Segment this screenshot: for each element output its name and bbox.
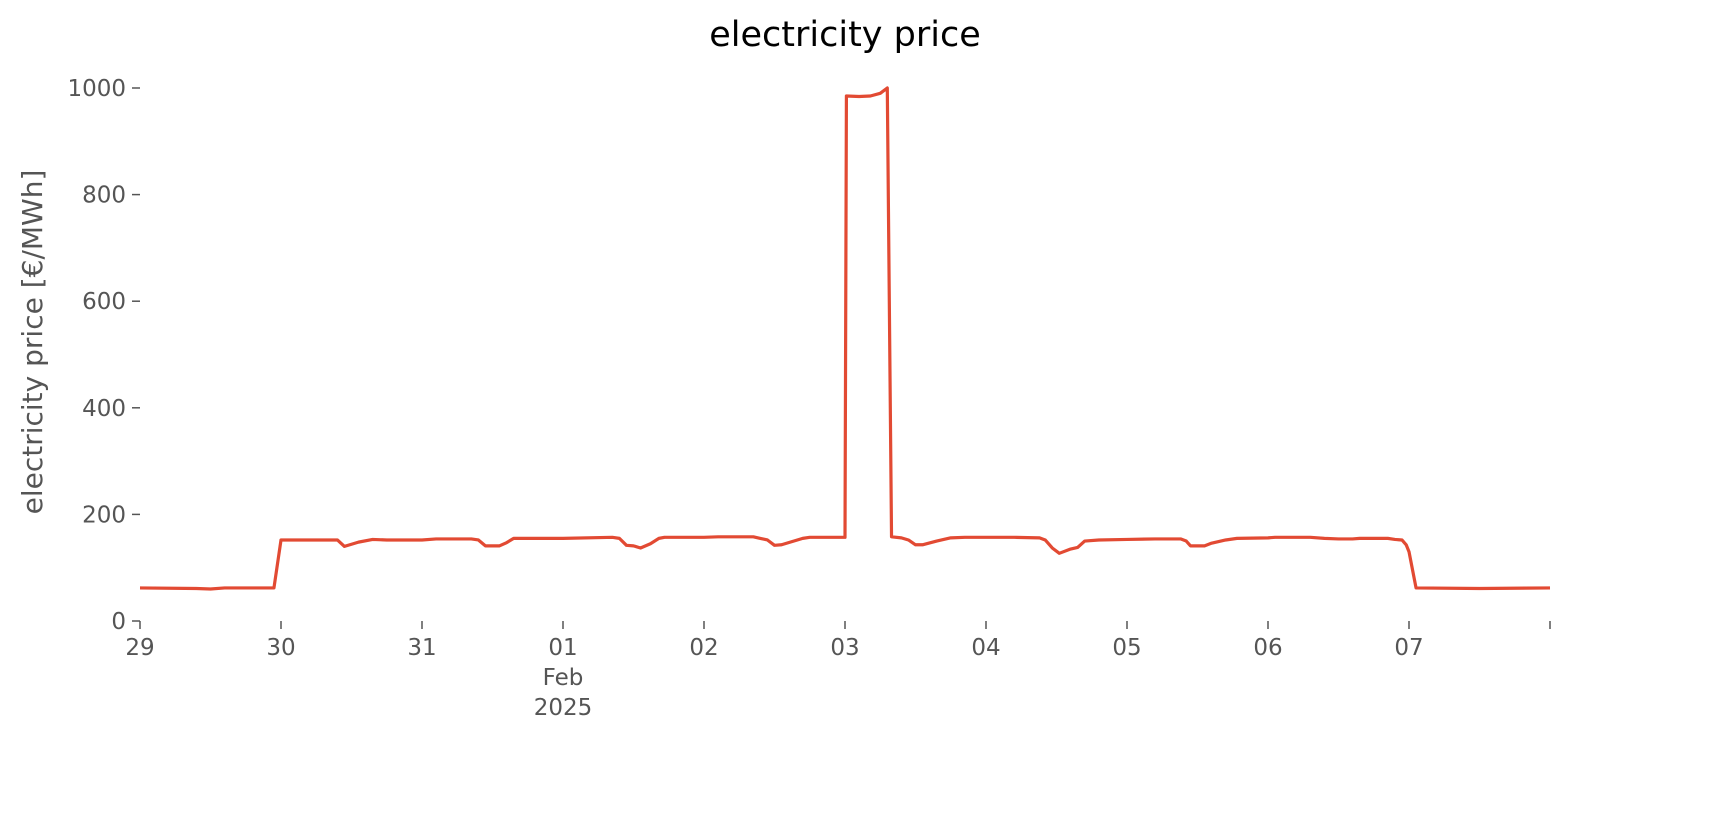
x-tick-label: 04 bbox=[971, 635, 1000, 661]
x-tick-label: 02 bbox=[689, 635, 718, 661]
price-line bbox=[139, 86, 1551, 591]
x-tick-label: 05 bbox=[1112, 635, 1141, 661]
chart-title: electricity price bbox=[709, 15, 981, 55]
y-axis-label: electricity price [€/MWh] bbox=[16, 170, 49, 515]
x-tick-label: 06 bbox=[1253, 635, 1282, 661]
x-tick-label: 07 bbox=[1394, 635, 1423, 661]
y-tick-label: 0 bbox=[111, 609, 126, 635]
x-tick-label: 30 bbox=[266, 635, 295, 661]
x-tick-label: 03 bbox=[830, 635, 859, 661]
y-tick-label: 400 bbox=[82, 396, 126, 422]
x-tick-label: 29 bbox=[125, 635, 154, 661]
y-tick-label: 600 bbox=[82, 289, 126, 315]
y-tick-label: 1000 bbox=[67, 76, 126, 102]
y-tick-label: 800 bbox=[82, 183, 126, 209]
y-tick-label: 200 bbox=[82, 502, 126, 528]
x-tick-label: 01 Feb 2025 bbox=[534, 635, 593, 721]
x-tick-label: 31 bbox=[407, 635, 436, 661]
